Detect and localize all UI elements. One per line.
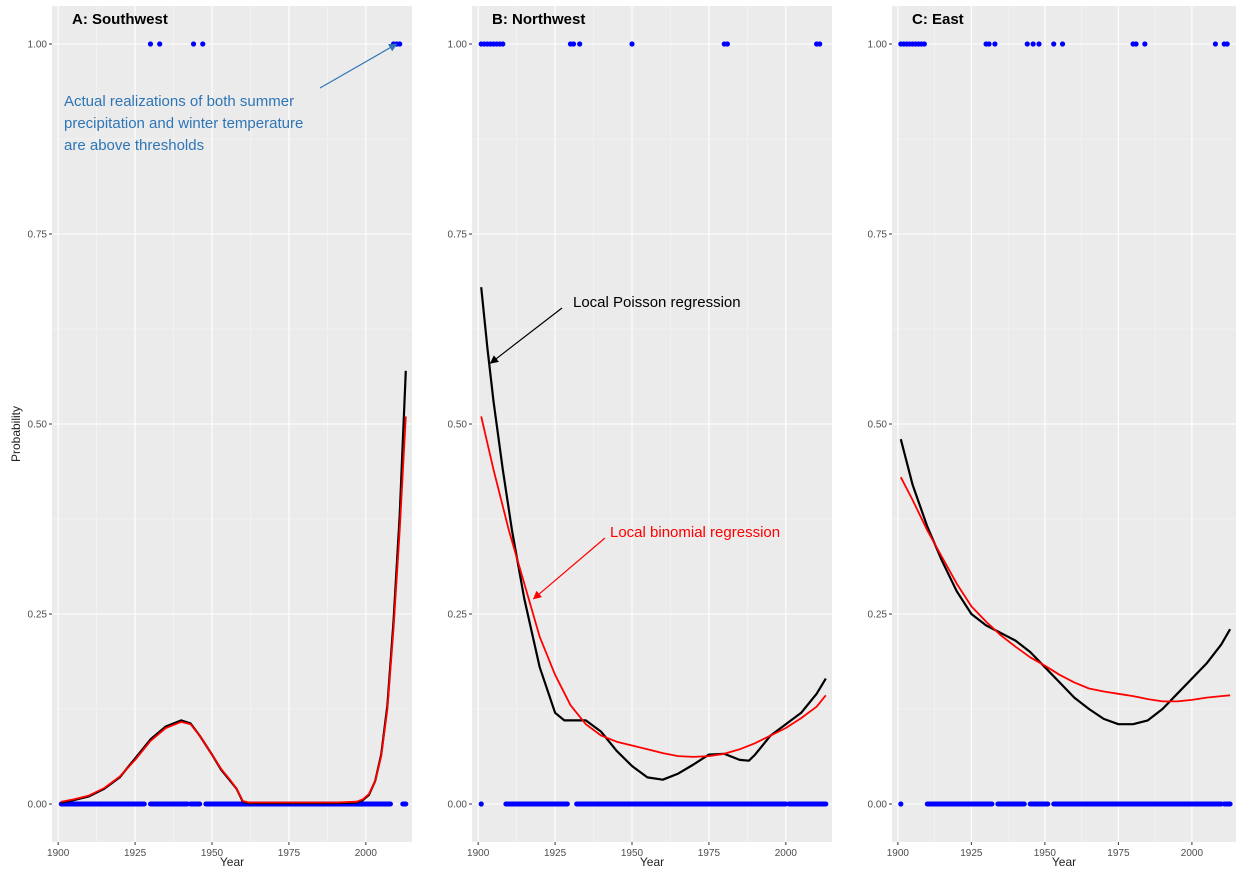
annotation-arrow-poisson [489,307,563,364]
y-tick-label: 0.50 [28,420,48,431]
annotation-line: Local Poisson regression [573,294,741,311]
x-tick-label: 1900 [467,848,490,859]
x-tick-label: 1925 [124,848,147,859]
event-point-one [724,41,730,47]
panel-1: 1900 1925 1950 1975 2000 0.00 0.25 0.50 0.75 1.00… [9,6,412,869]
y-tick-label: 0.25 [868,610,888,621]
y-tick-label: 0.50 [868,420,888,431]
series-line-poisson [899,438,1232,726]
y-tick-label: 0.50 [448,420,468,431]
x-tick-label: 1975 [698,848,721,859]
event-point-one [190,41,197,47]
y-tick-label: 0.00 [448,800,468,811]
annotation-line: are above thresholds [64,137,204,154]
annotation-line: Local binomial regression [610,524,780,541]
x-tick-label: 1950 [621,848,644,859]
annotation-arrow-events [319,43,398,89]
event-point-one [921,41,927,47]
y-tick-label: 1.00 [28,40,48,51]
event-point-one [1224,41,1230,47]
panel-3: 1900 1925 1950 1975 2000 0.00 0.25 0.50 0.75 1.00… [868,6,1236,869]
event-point-zero [898,801,904,807]
event-point-one [500,41,506,47]
y-tick-label: 0.00 [868,800,888,811]
event-point-one [1036,41,1042,47]
y-axis-title: Probability [9,406,23,462]
x-tick-label: 1950 [201,848,224,859]
y-tick-label: 0.25 [448,610,468,621]
x-axis-title: Year [640,855,664,869]
x-tick-label: 2000 [1181,848,1204,859]
x-tick-label: 1900 [47,848,70,859]
event-point-one [1142,41,1148,47]
event-point-one [200,41,206,47]
panel-title: B: Northwest [492,11,585,28]
y-tick-label: 0.75 [868,230,888,241]
y-tick-label: 1.00 [448,40,468,51]
x-axis-title: Year [220,855,244,869]
series-line-binomial [480,416,827,758]
event-point-one [147,41,154,47]
event-point-one [1212,41,1219,47]
event-point-one [577,41,583,47]
panel-2: 1900 1925 1950 1975 2000 0.00 0.25 0.50 0.75 1.00… [448,6,832,869]
x-tick-label: 1900 [887,848,910,859]
event-point-one [629,41,635,47]
event-point-one [817,41,823,47]
event-point-one [1051,41,1057,47]
annotation-poisson: Local Poisson regression [573,294,741,311]
event-point-one [157,41,163,47]
event-point-one [1024,41,1030,47]
y-tick-label: 0.75 [28,230,48,241]
x-tick-label: 1925 [544,848,567,859]
x-tick-label: 1975 [278,848,301,859]
annotation-events: Actual realizations of both summer precip… [64,93,303,154]
x-tick-label: 1925 [960,848,983,859]
x-tick-label: 2000 [355,848,378,859]
event-point-one [1030,41,1036,47]
event-point-one [570,41,577,47]
annotation-arrow-binomial [532,537,606,600]
x-tick-label: 1950 [1034,848,1057,859]
event-point-one [992,41,998,47]
panel-title: A: Southwest [72,11,168,28]
series-line-binomial [900,476,1231,703]
y-tick-label: 0.75 [448,230,468,241]
annotation-binomial: Local binomial regression [610,524,780,541]
y-tick-label: 0.25 [28,610,48,621]
event-point-one [1133,41,1139,47]
event-point-one [1059,41,1066,47]
event-point-one [986,41,992,47]
y-tick-label: 1.00 [868,40,888,51]
series-line-binomial [61,416,407,804]
event-point-zero [478,801,484,807]
x-axis-title: Year [1052,855,1076,869]
panel-title: C: East [912,11,964,28]
x-tick-label: 2000 [775,848,798,859]
annotation-line: Actual realizations of both summer [64,93,294,110]
event-point-one [397,41,403,47]
y-tick-label: 0.00 [28,800,48,811]
x-tick-label: 1975 [1107,848,1130,859]
annotation-line: precipitation and winter temperature [64,115,303,132]
